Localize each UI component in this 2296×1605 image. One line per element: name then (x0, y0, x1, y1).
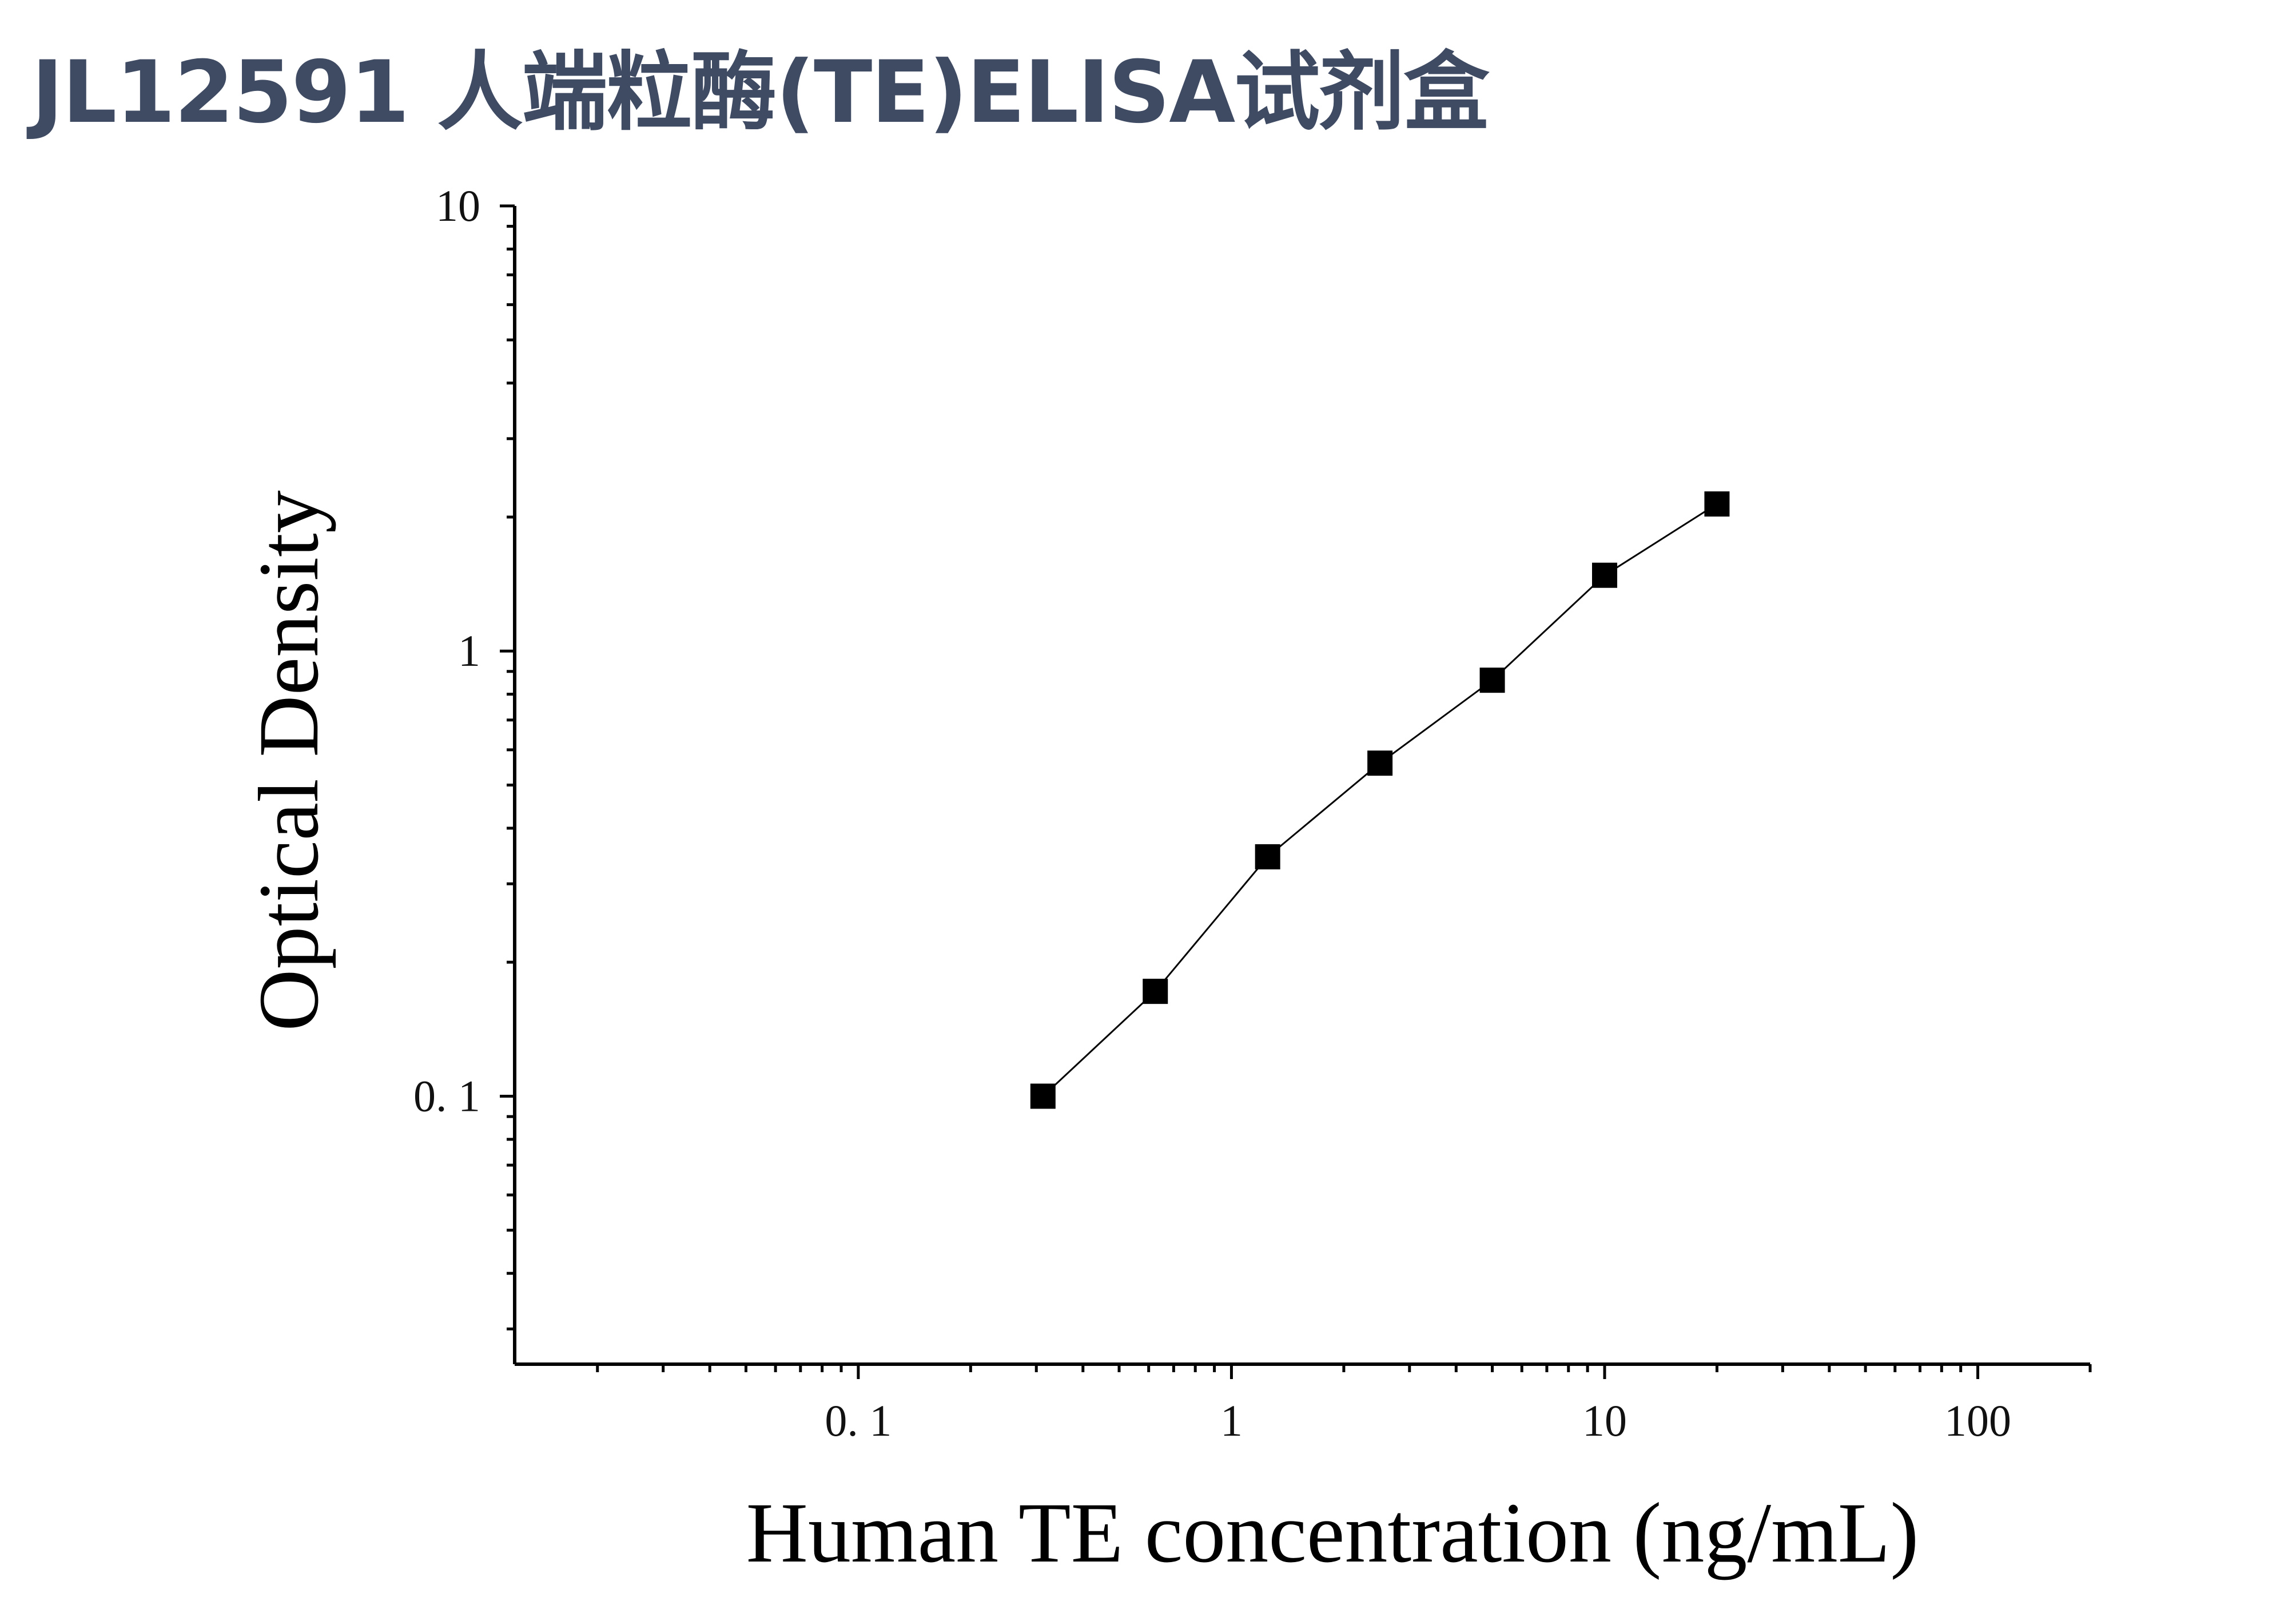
axis-ticks (500, 204, 2092, 1379)
data-point (1479, 668, 1505, 693)
x-tick-label: 100 (1944, 1396, 2011, 1445)
y-axis-title: Optical Density (241, 490, 336, 1031)
axes (513, 206, 2090, 1366)
x-axis-title: Human TE concentration (ng/mL) (746, 1485, 1919, 1580)
data-points (1030, 491, 1730, 1109)
data-point (1255, 844, 1280, 869)
fit-curve (1042, 503, 1718, 1097)
data-point (1143, 979, 1168, 1004)
y-tick-label: 10 (436, 181, 480, 231)
y-tick-label: 1 (458, 626, 480, 676)
x-tick-label: 0. 1 (825, 1396, 892, 1445)
y-tick-label: 0. 1 (413, 1071, 480, 1121)
page-title: JL12591 人端粒酶(TE)ELISA试剂盒 (31, 43, 1489, 142)
fit-curve-layer (1042, 503, 1718, 1097)
data-point (1592, 562, 1618, 588)
data-point (1704, 491, 1730, 517)
data-point (1030, 1083, 1056, 1109)
tick-labels: 0. 1 1 10 100 0. 1 1 10 (413, 181, 2011, 1445)
x-tick-label: 1 (1220, 1396, 1243, 1445)
data-point (1367, 750, 1393, 776)
x-tick-label: 10 (1582, 1396, 1627, 1445)
